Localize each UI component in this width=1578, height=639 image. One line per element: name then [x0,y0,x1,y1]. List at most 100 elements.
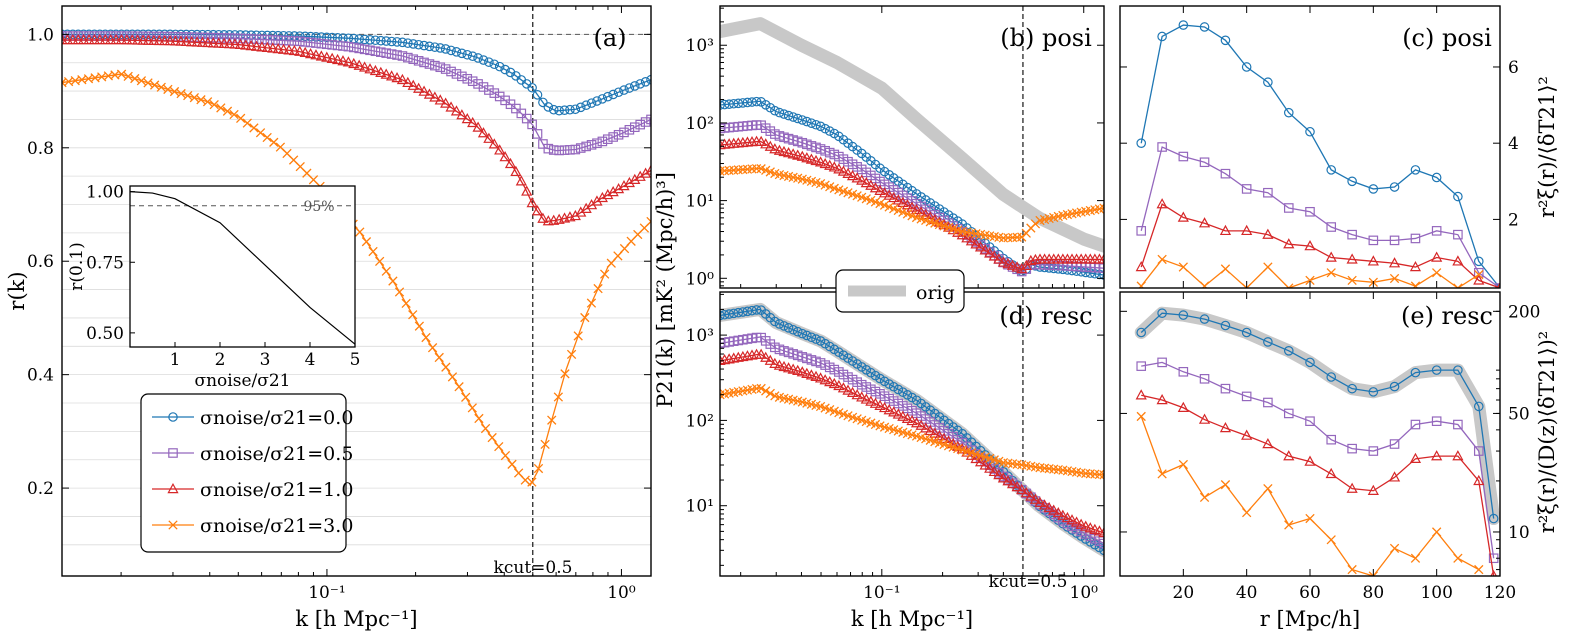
axes-frame-a [61,5,652,577]
marker-c-square [1157,142,1167,152]
marker-a-triangle [483,132,495,143]
orig-legend-label: orig [916,282,955,304]
legend-label: σnoise/σ21=3.0 [200,515,353,537]
xtick-label-e: 120 [1484,583,1516,603]
marker-c-circle [1199,22,1210,32]
marker-e-triangle [1241,429,1253,440]
marker-c-x [1284,283,1294,288]
marker-d-circle [724,309,734,319]
xtick-label-e: 100 [1420,583,1452,603]
marker-e-circle [1136,327,1147,338]
marker-c-triangle [1283,238,1295,249]
marker-a-square [484,85,494,95]
marker-c-circle [1389,182,1400,192]
marker-d-circle [884,379,894,389]
marker-e-triangle [1135,389,1147,400]
marker-b-triangle [805,153,818,164]
xtick-label-e: 80 [1363,583,1385,603]
marker-a-triangle [321,51,333,62]
marker-d-circle [738,307,748,317]
marker-e-circle [1241,327,1252,338]
marker-a-x [116,69,127,79]
marker-d-triangle [860,393,872,404]
marker-a-circle [397,37,408,48]
marker-d-circle [898,387,908,397]
inset-xtick-label: 2 [215,350,226,370]
marker-a-circle [581,100,591,111]
marker-e-square [1283,408,1294,419]
series-e-σnoise/σ21=0.5 [1136,357,1499,564]
marker-a-x [222,106,233,116]
marker-b-x [751,163,762,174]
marker-e-square [1389,439,1400,449]
marker-a-square [348,42,359,53]
marker-a-square [511,103,521,114]
xtick-label-a: 10⁻¹ [308,583,345,603]
marker-a-square [527,119,537,130]
marker-a-triangle [591,195,603,206]
marker-a-triangle [207,37,219,48]
marker-d-triangle [842,384,854,395]
marker-a-x [480,423,491,434]
legend-box [140,393,347,553]
marker-a-triangle [326,52,338,63]
marker-c-circle [1136,138,1147,148]
marker-a-x [202,97,213,107]
marker-a-x [130,73,140,84]
inset-frame [129,185,356,348]
marker-a-triangle [337,55,349,66]
marker-a-x [600,269,610,279]
marker-e-x [1242,507,1252,518]
marker-a-triangle [62,33,74,45]
marker-e-square [1368,446,1379,456]
marker-a-x [408,310,418,320]
marker-a-triangle [267,42,279,53]
marker-a-square [381,48,392,58]
marker-d-circle [720,310,725,321]
orig-band-e [1134,306,1500,526]
marker-a-square [478,82,489,92]
marker-e-triangle [1219,421,1232,433]
marker-c-circle [1157,31,1167,42]
marker-d-triangle [792,364,804,376]
marker-c-square [1453,229,1463,240]
marker-a-triangle [413,82,425,93]
marker-c-x [1453,283,1463,288]
marker-b-triangle [892,194,904,205]
marker-b-triangle [979,244,991,255]
marker-a-square [424,59,435,69]
marker-c-x [1263,262,1273,272]
marker-d-triangle [805,369,818,380]
marker-a-triangle [159,34,171,46]
marker-a-triangle [196,36,209,47]
marker-a-square [235,33,246,44]
y-axis-label-a: r(k) [5,271,29,310]
marker-c-x [1305,275,1315,286]
marker-a-square [62,31,67,41]
y-axis-label-bd: P21(k) [mK² (Mpc/h)³] [653,172,677,408]
inset-background [130,186,355,347]
marker-a-triangle [234,38,246,49]
inset-ytick-label: 1.00 [86,183,124,203]
marker-c-x [1347,275,1357,286]
marker-a-triangle [304,47,317,59]
marker-a-square [640,117,651,127]
marker-a-square [570,144,581,155]
marker-d-triangle [1093,525,1104,536]
marker-b-circle [797,115,808,125]
marker-e-square [1326,434,1337,445]
marker-c-circle [1178,20,1189,30]
marker-a-x [447,372,458,382]
marker-a-triangle [623,176,635,188]
marker-a-circle [327,32,337,43]
marker-a-triangle [132,34,144,45]
marker-c-circle [1283,107,1294,118]
marker-c-triangle [1346,253,1358,264]
marker-b-triangle [856,174,868,185]
marker-e-triangle [1452,450,1464,461]
marker-a-circle [559,105,570,115]
marker-d-triangle [1080,520,1092,531]
marker-a-x [461,392,471,402]
marker-a-triangle [645,164,651,175]
marker-d-triangle [819,374,831,385]
